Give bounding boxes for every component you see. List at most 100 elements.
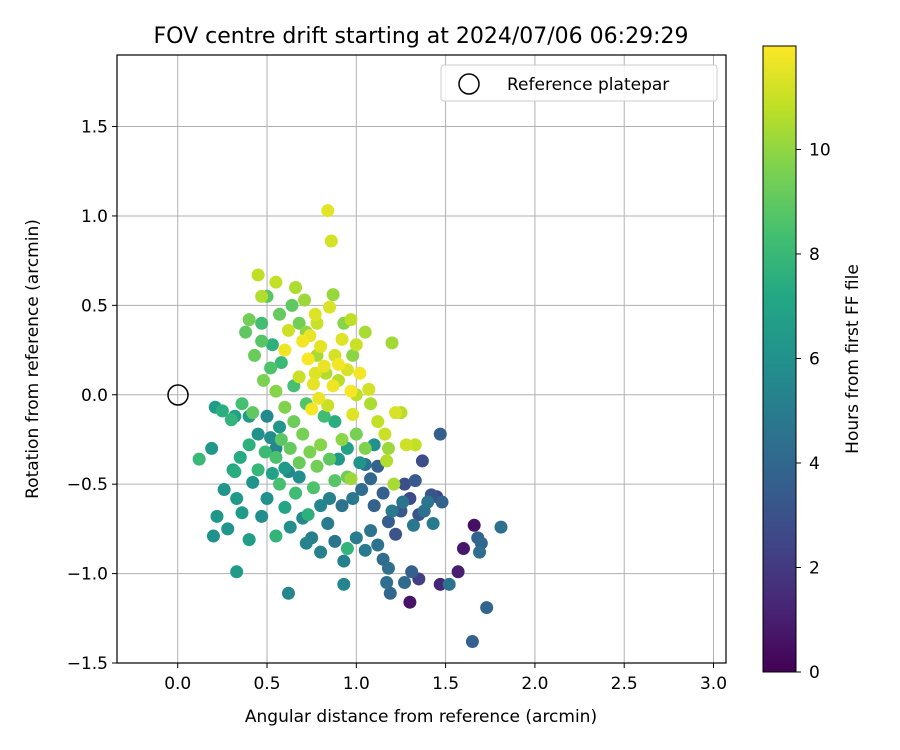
scatter-point xyxy=(251,268,265,282)
scatter-point xyxy=(256,373,270,387)
scatter-point xyxy=(317,359,331,373)
scatter-point xyxy=(292,316,306,330)
scatter-point xyxy=(239,325,253,339)
scatter-point xyxy=(273,420,287,434)
scatter-point xyxy=(349,427,363,441)
scatter-point xyxy=(278,400,292,414)
scatter-point xyxy=(331,452,345,466)
legend: Reference platepar xyxy=(440,64,718,102)
scatter-point xyxy=(306,377,320,391)
scatter-point xyxy=(251,427,265,441)
scatter-point xyxy=(303,445,317,459)
scatter-point xyxy=(385,504,399,518)
scatter-point xyxy=(301,508,315,522)
scatter-point xyxy=(337,554,351,568)
x-tick-label: 1.5 xyxy=(432,674,459,694)
scatter-point xyxy=(467,518,481,532)
scatter-point xyxy=(255,289,269,303)
scatter-point xyxy=(415,454,429,468)
scatter-point xyxy=(398,477,412,491)
scatter-point xyxy=(381,441,395,455)
scatter-point xyxy=(364,397,378,411)
scatter-point xyxy=(321,204,335,218)
colorbar-tick-label: 6 xyxy=(809,349,820,369)
scatter-point xyxy=(246,406,260,420)
x-tick-label: 3.0 xyxy=(700,674,727,694)
scatter-point xyxy=(273,307,287,321)
colorbar: 0 2 4 6 8 10 Hours from first FF file xyxy=(762,45,863,683)
scatter-point xyxy=(210,509,224,523)
scatter-point xyxy=(442,577,456,591)
scatter-point xyxy=(399,438,413,452)
scatter-point xyxy=(274,356,288,370)
scatter-point xyxy=(358,325,372,339)
grid-lines xyxy=(117,55,726,664)
scatter-point xyxy=(283,520,297,534)
scatter-point xyxy=(301,352,315,366)
scatter-point xyxy=(426,517,440,531)
scatter-point xyxy=(344,384,358,398)
scatter-point xyxy=(358,441,372,455)
scatter-point xyxy=(299,536,313,550)
chart-title: FOV centre drift starting at 2024/07/06 … xyxy=(154,24,689,49)
scatter-point xyxy=(335,499,349,513)
colorbar-tick-label: 2 xyxy=(809,558,820,578)
scatter-point xyxy=(296,334,310,348)
scatter-point xyxy=(258,445,272,459)
scatter-point xyxy=(364,524,378,538)
colorbar-gradient xyxy=(762,45,797,673)
y-tick-label: 0.5 xyxy=(81,296,108,316)
scatter-point xyxy=(371,415,385,429)
scatter-point xyxy=(433,427,447,441)
scatter-point xyxy=(364,472,378,486)
scatter-point xyxy=(230,491,244,505)
y-axis-ticks: −1.5 −1.0 −0.5 0.0 0.5 1.0 1.5 xyxy=(67,118,117,674)
data-points xyxy=(192,204,508,649)
scatter-point xyxy=(451,565,465,579)
scatter-point xyxy=(381,561,395,575)
scatter-point xyxy=(387,477,401,491)
y-tick-label: 1.5 xyxy=(81,118,108,138)
scatter-point xyxy=(205,441,219,455)
y-axis-label: Rotation from reference (arcmin) xyxy=(23,219,43,499)
x-tick-label: 2.5 xyxy=(611,674,638,694)
scatter-point xyxy=(465,635,479,649)
scatter-point xyxy=(321,398,335,412)
scatter-point xyxy=(224,413,238,427)
scatter-point xyxy=(346,348,360,362)
x-axis-ticks: 0.0 0.5 1.0 1.5 2.0 2.5 3.0 xyxy=(164,663,727,694)
scatter-point xyxy=(385,336,399,350)
scatter-point xyxy=(269,529,283,543)
scatter-point xyxy=(433,577,447,591)
x-tick-label: 0.0 xyxy=(164,674,191,694)
scatter-point xyxy=(242,313,256,327)
scatter-point xyxy=(255,334,269,348)
scatter-point xyxy=(308,366,322,380)
scatter-point xyxy=(242,533,256,547)
scatter-point xyxy=(260,409,274,423)
y-tick-label: −1.0 xyxy=(67,565,108,585)
scatter-point xyxy=(358,543,372,557)
x-tick-label: 2.0 xyxy=(521,674,548,694)
scatter-point xyxy=(292,456,306,470)
scatter-point xyxy=(323,491,337,505)
scatter-point xyxy=(192,452,206,466)
scatter-point xyxy=(323,452,337,466)
reference-platepar-marker xyxy=(167,384,189,406)
scatter-point xyxy=(264,431,278,445)
scatter-point xyxy=(246,475,260,489)
scatter-point xyxy=(305,402,319,416)
scatter-point xyxy=(335,432,349,446)
scatter-point xyxy=(456,542,470,556)
scatter-point xyxy=(324,234,338,248)
scatter-point xyxy=(248,348,262,362)
scatter-point xyxy=(421,495,435,509)
scatter-point xyxy=(230,565,244,579)
colorbar-ticks: 0 2 4 6 8 10 xyxy=(796,140,831,683)
scatter-point xyxy=(251,463,265,477)
scatter-point xyxy=(371,538,385,552)
scatter-point xyxy=(278,461,292,475)
scatter-point xyxy=(323,300,337,314)
scatter-point xyxy=(355,483,369,497)
scatter-point xyxy=(317,409,331,423)
